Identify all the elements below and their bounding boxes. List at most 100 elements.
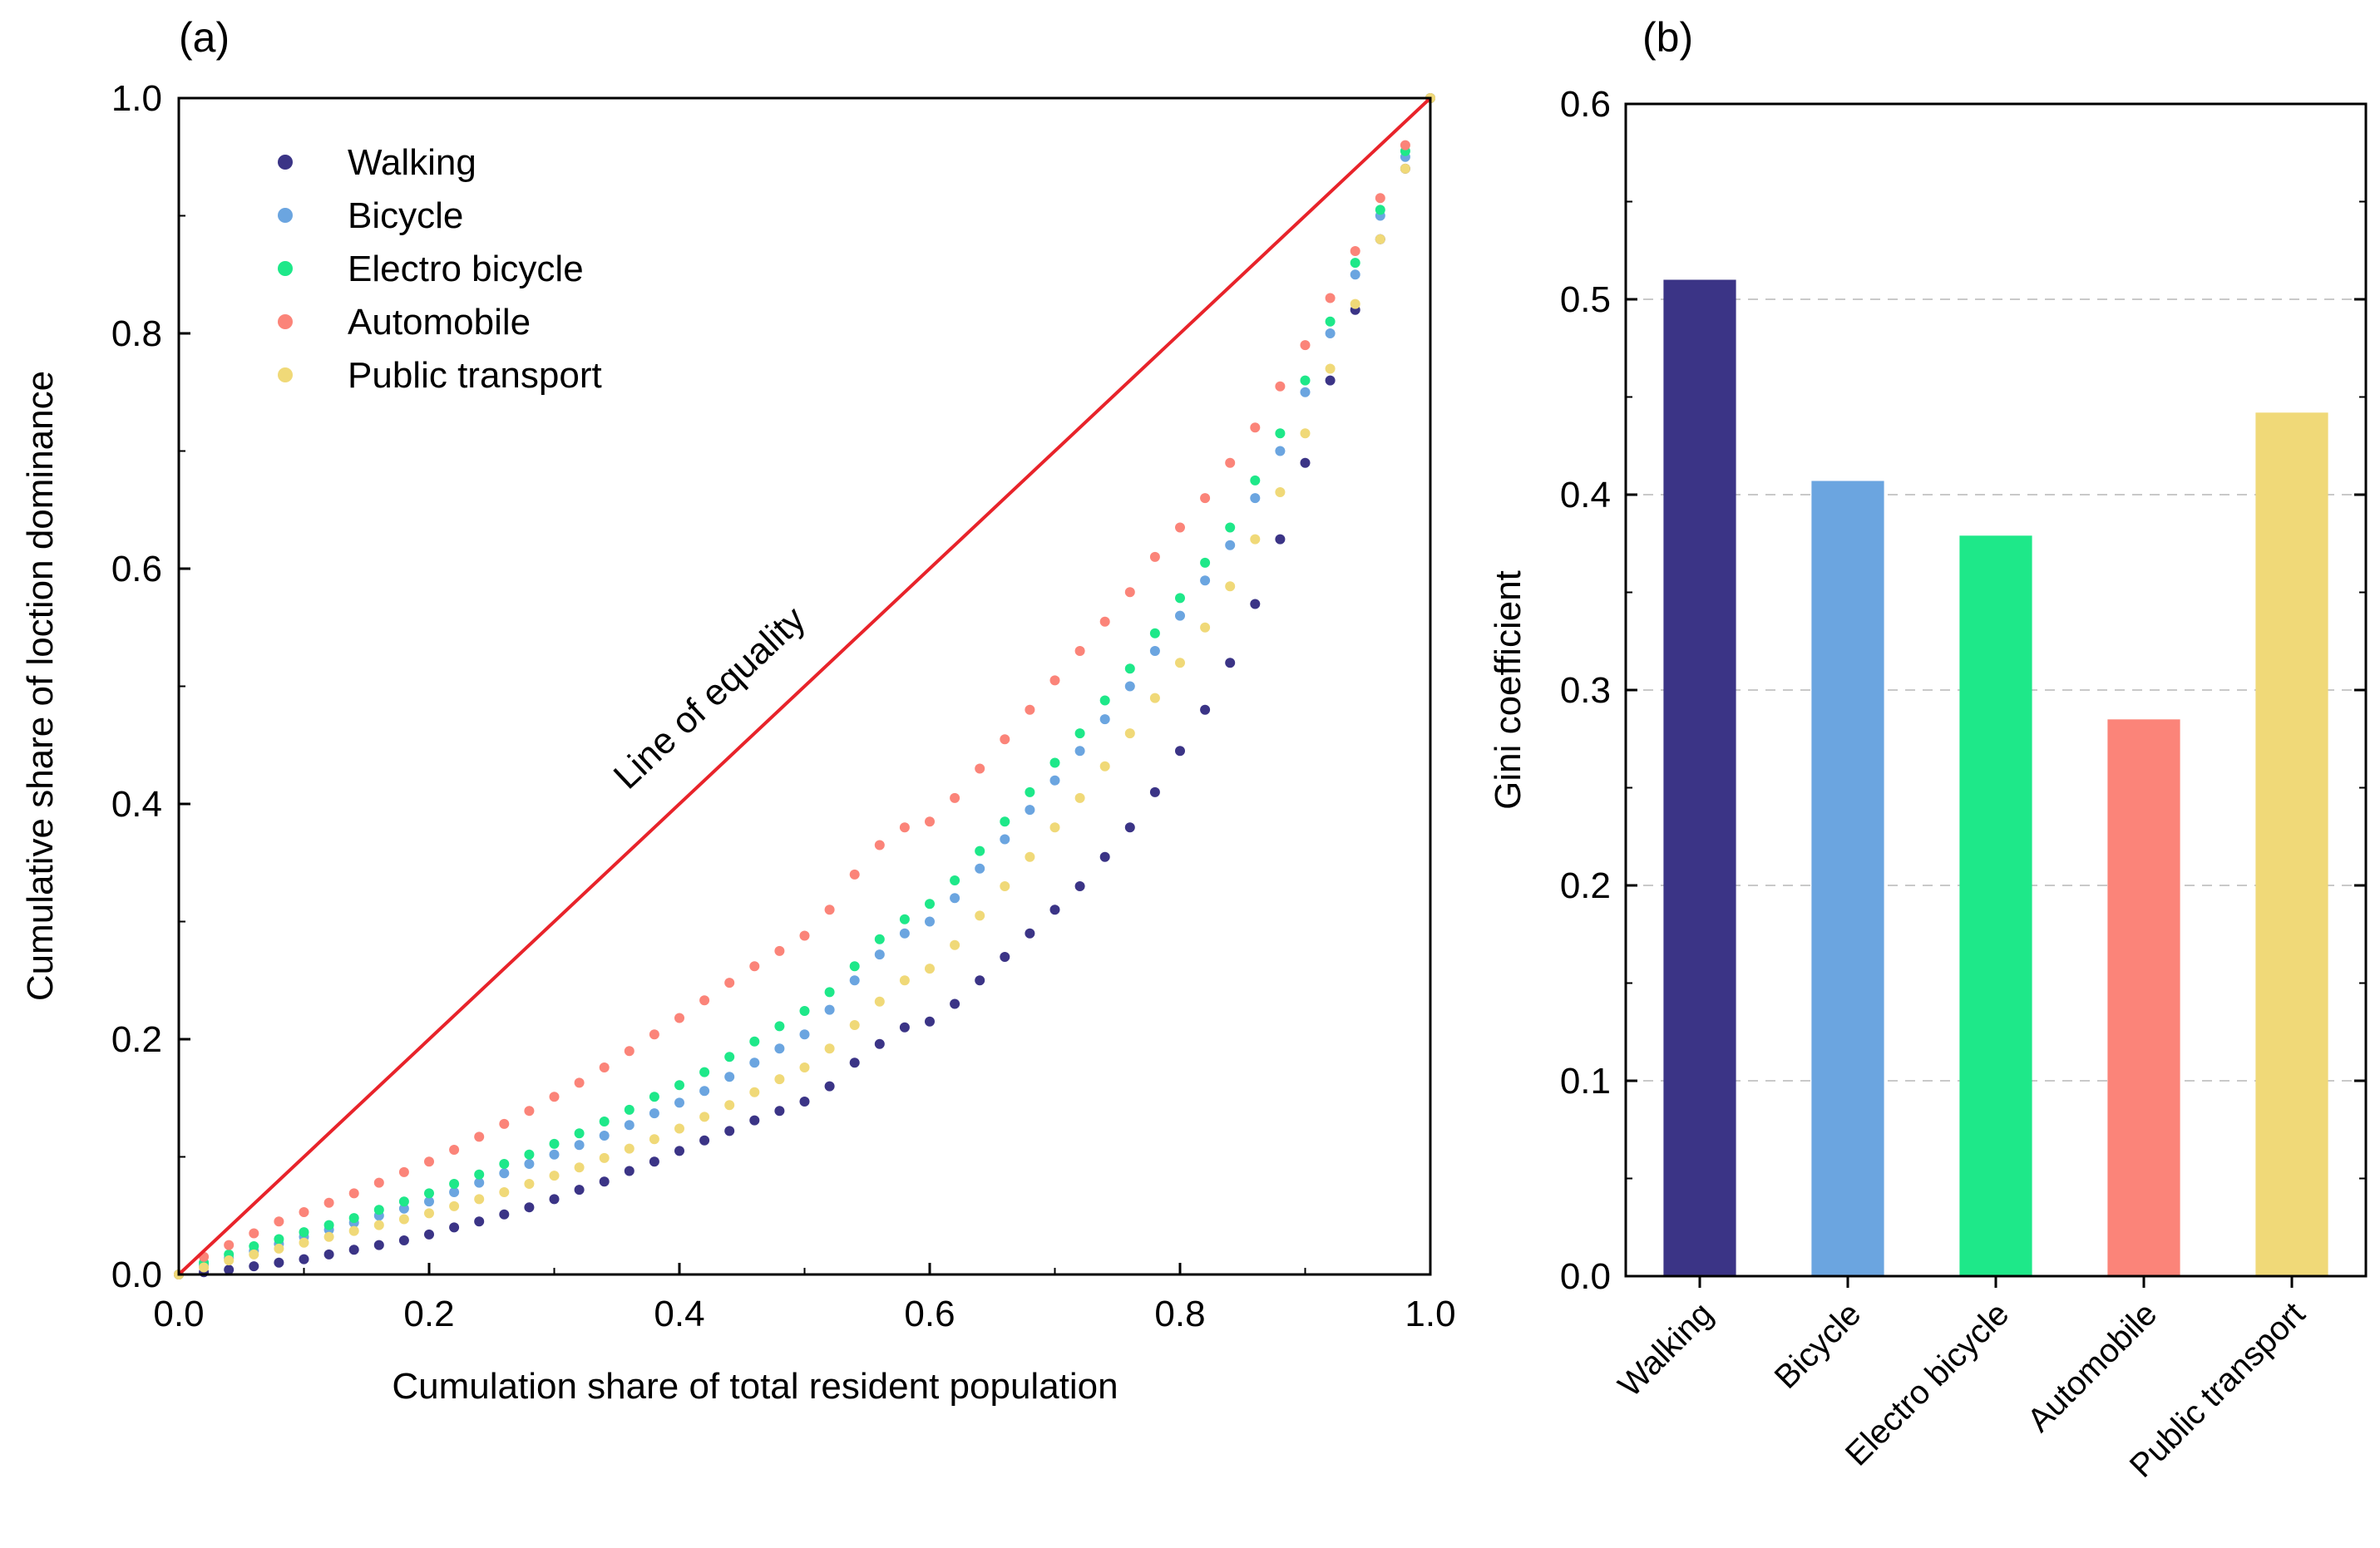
- data-point: [1225, 581, 1236, 592]
- data-point: [299, 1227, 309, 1238]
- data-point: [474, 1216, 485, 1227]
- data-point: [499, 1209, 510, 1220]
- data-point: [975, 763, 985, 774]
- data-point: [1099, 616, 1110, 627]
- data-point: [950, 893, 960, 904]
- data-point: [249, 1249, 259, 1260]
- data-point: [449, 1179, 460, 1189]
- data-point: [824, 1004, 835, 1015]
- data-point: [1099, 695, 1110, 706]
- y-tick-label: 0.2: [111, 1019, 162, 1060]
- data-point: [1275, 487, 1286, 497]
- panel-b: (b) 0.0 0.1 0.2 0.3 0.4 0.5 0.6 Walking Bicycle…: [1488, 14, 2368, 1485]
- data-point: [1074, 792, 1085, 803]
- data-point: [1275, 446, 1286, 456]
- y-tick-label: 0.6: [111, 549, 162, 589]
- data-point: [674, 1123, 684, 1134]
- legend-label: Electro bicycle: [348, 249, 584, 289]
- y-tick-label: 0.8: [111, 313, 162, 354]
- data-point: [899, 822, 910, 833]
- data-point: [1225, 658, 1236, 668]
- data-point: [1025, 786, 1035, 797]
- panel-b-bars: [1663, 279, 2328, 1277]
- data-point: [574, 1140, 585, 1151]
- data-point: [799, 1097, 810, 1107]
- data-point: [373, 1240, 384, 1250]
- data-point: [674, 1097, 684, 1108]
- data-point: [249, 1241, 259, 1251]
- data-point: [849, 1020, 860, 1030]
- data-point: [348, 1188, 359, 1199]
- data-point: [599, 1117, 610, 1126]
- y-tick-label: 0.3: [1560, 670, 1611, 711]
- data-point: [199, 1262, 210, 1273]
- data-point: [373, 1177, 384, 1188]
- data-point: [549, 1171, 560, 1181]
- data-point: [599, 1131, 610, 1141]
- data-point: [323, 1197, 334, 1208]
- data-point: [549, 1092, 560, 1102]
- data-point: [1375, 205, 1385, 215]
- data-point: [899, 928, 910, 939]
- bar-bicycle: [1811, 481, 1884, 1276]
- legend-item: Bicycle: [278, 195, 463, 236]
- data-point: [549, 1149, 560, 1160]
- data-point: [323, 1231, 334, 1242]
- x-tick-label: 0.4: [654, 1294, 704, 1334]
- data-point: [774, 945, 785, 956]
- data-point: [1325, 316, 1336, 327]
- data-point: [1375, 234, 1385, 244]
- data-point: [549, 1138, 560, 1149]
- data-point: [323, 1249, 334, 1260]
- data-point: [574, 1162, 585, 1173]
- data-point: [1000, 834, 1010, 845]
- data-point: [274, 1257, 284, 1268]
- data-point: [649, 1029, 659, 1040]
- data-point: [799, 930, 810, 941]
- data-point: [925, 816, 935, 827]
- data-point: [1149, 786, 1160, 797]
- panel-a-x-axis-title: Cumulation share of total resident popul…: [392, 1366, 1118, 1407]
- data-point: [274, 1234, 284, 1245]
- category-label: Walking: [1612, 1295, 1721, 1404]
- data-point: [1275, 428, 1286, 439]
- data-point: [1300, 428, 1311, 439]
- data-point: [799, 1062, 810, 1072]
- data-point: [874, 949, 885, 960]
- data-point: [1350, 298, 1360, 309]
- data-point: [950, 998, 960, 1009]
- x-tick-label: 0.8: [1154, 1294, 1205, 1334]
- data-point: [1025, 805, 1035, 816]
- data-point: [749, 961, 760, 972]
- bar-walking: [1663, 279, 1736, 1276]
- data-point: [624, 1104, 635, 1115]
- y-tick-label: 0.0: [111, 1255, 162, 1295]
- data-point: [1025, 704, 1035, 715]
- legend-item: Public transport: [278, 355, 602, 396]
- panel-b-label: (b): [1642, 14, 1693, 61]
- panel-a-legend: Walking Bicycle Electro bicycle Automobile P…: [278, 142, 602, 396]
- data-point: [1175, 610, 1185, 621]
- data-point: [1225, 457, 1236, 468]
- legend-item: Walking: [278, 142, 476, 183]
- data-point: [1200, 622, 1211, 633]
- data-point: [1025, 928, 1035, 939]
- data-point: [899, 975, 910, 986]
- bar-public-transport: [2255, 412, 2328, 1276]
- data-point: [1275, 381, 1286, 392]
- data-point: [398, 1196, 409, 1207]
- data-point: [1175, 746, 1185, 757]
- data-point: [348, 1213, 359, 1224]
- data-point: [874, 1038, 885, 1049]
- data-point: [724, 978, 735, 988]
- data-point: [1124, 728, 1135, 739]
- data-point: [1124, 681, 1135, 692]
- data-point: [449, 1200, 460, 1211]
- category-label: Bicycle: [1768, 1295, 1869, 1396]
- data-point: [624, 1166, 635, 1176]
- data-point: [1175, 593, 1185, 604]
- data-point: [899, 914, 910, 924]
- y-tick-label: 0.1: [1560, 1061, 1611, 1102]
- data-point: [1049, 757, 1060, 768]
